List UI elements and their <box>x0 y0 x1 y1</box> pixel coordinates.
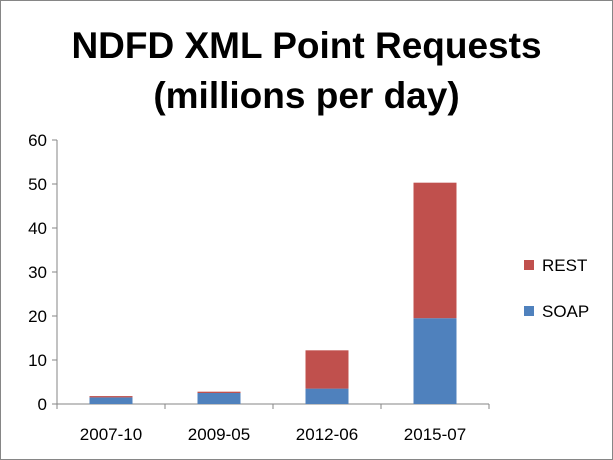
bar-soap-2007-10 <box>89 397 133 404</box>
y-tick-label: 20 <box>28 307 47 326</box>
y-tick-label: 50 <box>28 175 47 194</box>
legend-label-soap: SOAP <box>542 302 589 321</box>
bar-rest-2007-10 <box>89 396 133 398</box>
y-tick-label: 0 <box>38 395 47 414</box>
y-tick-label: 60 <box>28 131 47 150</box>
bar-rest-2015-07 <box>413 182 457 319</box>
bar-rest-2009-05 <box>197 391 241 393</box>
x-tick-label: 2015-07 <box>404 425 466 444</box>
x-tick-label: 2009-05 <box>188 425 250 444</box>
legend-label-rest: REST <box>542 256 587 275</box>
x-tick-label: 2007-10 <box>80 425 142 444</box>
legend-swatch-soap <box>524 306 534 316</box>
bar-rest-2012-06 <box>305 350 349 389</box>
y-tick-label: 30 <box>28 263 47 282</box>
axes: 0 10 20 30 40 50 60 2007-10 2009-05 2012-06 2015-0… <box>28 131 490 444</box>
bar-soap-2015-07 <box>413 318 457 404</box>
bars <box>89 182 457 404</box>
y-tick-label: 40 <box>28 219 47 238</box>
y-tick-label: 10 <box>28 351 47 370</box>
legend: REST SOAP <box>524 256 589 321</box>
chart-title-line-1: NDFD XML Point Requests <box>71 25 542 66</box>
chart-title-line-2: (millions per day) <box>153 75 460 116</box>
legend-swatch-rest <box>524 260 534 270</box>
x-tick-label: 2012-06 <box>296 425 358 444</box>
bar-soap-2009-05 <box>197 393 241 404</box>
bar-soap-2012-06 <box>305 388 349 404</box>
